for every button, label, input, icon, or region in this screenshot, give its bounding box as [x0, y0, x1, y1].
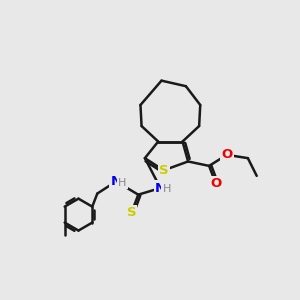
Text: N: N: [155, 182, 166, 194]
Text: N: N: [110, 175, 122, 188]
Text: O: O: [221, 148, 232, 161]
Text: S: S: [127, 206, 136, 219]
Text: O: O: [210, 177, 221, 190]
Text: H: H: [118, 178, 127, 188]
Text: S: S: [159, 164, 169, 177]
Text: H: H: [162, 184, 171, 194]
